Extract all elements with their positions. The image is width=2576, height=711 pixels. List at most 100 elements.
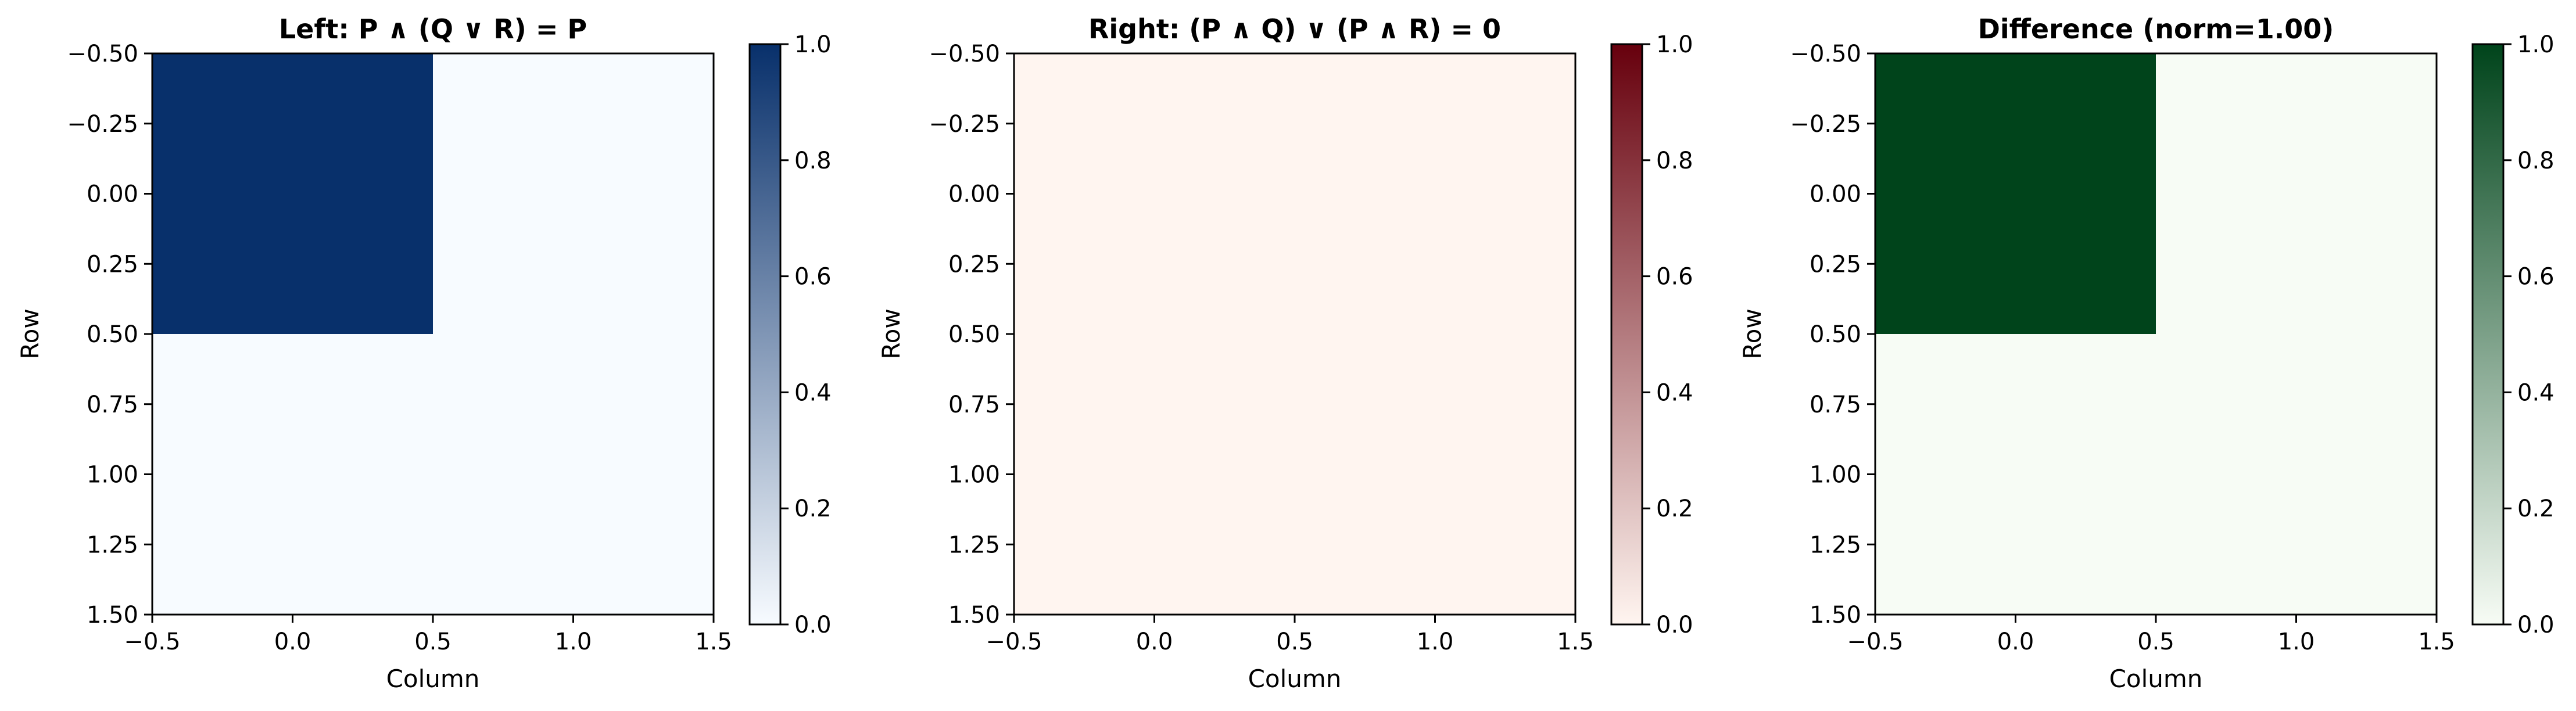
colorbar-tick-label: 1.0 bbox=[2517, 31, 2554, 58]
colorbar-tick-label: 1.0 bbox=[794, 31, 832, 58]
x-tick-label: 0.0 bbox=[1136, 629, 1173, 655]
x-axis-label: Column bbox=[386, 665, 480, 693]
x-tick-label: 1.5 bbox=[695, 629, 732, 655]
x-tick-label: 1.0 bbox=[2278, 629, 2315, 655]
x-axis-ticks: −0.5 0.0 0.5 1.0 1.5 bbox=[124, 615, 732, 655]
heatmap-cell bbox=[152, 53, 433, 334]
y-tick-label: 1.50 bbox=[1810, 602, 1861, 629]
y-tick-label: 1.00 bbox=[948, 462, 1000, 489]
colorbar-tick-label: 0.0 bbox=[794, 612, 832, 638]
colorbar-tick-label: 0.0 bbox=[2517, 612, 2554, 638]
heatmap-cell bbox=[1014, 53, 1295, 334]
colorbar-tick-label: 0.8 bbox=[1656, 148, 1693, 174]
colorbar-tick-label: 0.4 bbox=[794, 379, 832, 406]
panel-difference: −0.5 0.0 0.5 1.0 1.5 −0.50 −0.25 0.00 0.25 0.50 0… bbox=[1738, 13, 2554, 693]
y-tick-label: −0.50 bbox=[1790, 41, 1861, 67]
colorbar-tick-label: 0.4 bbox=[1656, 379, 1693, 406]
colorbar-ticks: 0.0 0.2 0.4 0.6 0.8 1.0 bbox=[780, 31, 832, 638]
y-tick-label: 1.50 bbox=[948, 602, 1000, 629]
y-tick-label: −0.25 bbox=[1790, 111, 1861, 138]
y-tick-label: 0.50 bbox=[948, 321, 1000, 348]
y-axis-ticks: −0.50 −0.25 0.00 0.25 0.50 0.75 1.00 1.25 1.50 bbox=[1790, 41, 1875, 629]
x-tick-label: 1.5 bbox=[1557, 629, 1594, 655]
y-tick-label: 0.75 bbox=[948, 392, 1000, 418]
heatmap-cell bbox=[1875, 334, 2156, 615]
colorbar-tick-label: 0.6 bbox=[1656, 264, 1693, 290]
x-axis-ticks: −0.5 0.0 0.5 1.0 1.5 bbox=[986, 615, 1594, 655]
heatmap-cell bbox=[1295, 53, 1575, 334]
y-tick-label: 1.50 bbox=[87, 602, 138, 629]
y-tick-label: −0.25 bbox=[929, 111, 1000, 138]
y-axis-label: Row bbox=[877, 308, 905, 359]
y-tick-label: 0.00 bbox=[1810, 181, 1861, 208]
x-tick-label: 1.5 bbox=[2418, 629, 2455, 655]
colorbar-ticks: 0.0 0.2 0.4 0.6 0.8 1.0 bbox=[2503, 31, 2554, 638]
y-tick-label: 0.25 bbox=[948, 251, 1000, 278]
x-tick-label: −0.5 bbox=[124, 629, 180, 655]
heatmap-cell bbox=[433, 334, 714, 615]
y-axis-ticks: −0.50 −0.25 0.00 0.25 0.50 0.75 1.00 1.25 1.50 bbox=[67, 41, 152, 629]
colorbar-tick-label: 0.2 bbox=[2517, 495, 2554, 522]
colorbar-tick-label: 0.6 bbox=[794, 264, 832, 290]
x-tick-label: 1.0 bbox=[555, 629, 592, 655]
y-axis-ticks: −0.50 −0.25 0.00 0.25 0.50 0.75 1.00 1.25 1.50 bbox=[929, 41, 1014, 629]
heatmap-cell bbox=[1014, 334, 1295, 615]
colorbar-tick-label: 0.6 bbox=[2517, 264, 2554, 290]
y-tick-label: −0.25 bbox=[67, 111, 138, 138]
colorbar-tick-label: 0.4 bbox=[2517, 379, 2554, 406]
colorbar-ticks: 0.0 0.2 0.4 0.6 0.8 1.0 bbox=[1642, 31, 1693, 638]
colorbar: 0.0 0.2 0.4 0.6 0.8 1.0 bbox=[1610, 31, 1693, 638]
heatmap-cells bbox=[1875, 53, 2437, 615]
y-tick-label: 0.00 bbox=[87, 181, 138, 208]
panel-left: −0.5 0.0 0.5 1.0 1.5 −0.50 −0.25 0.00 0.25 0.50 0… bbox=[16, 13, 832, 693]
colorbar-tick-label: 0.8 bbox=[2517, 148, 2554, 174]
x-tick-label: 0.5 bbox=[2137, 629, 2174, 655]
colorbar-tick-label: 0.8 bbox=[794, 148, 832, 174]
x-tick-label: 0.0 bbox=[1997, 629, 2034, 655]
heatmap-cell bbox=[1875, 53, 2156, 334]
y-axis-label: Row bbox=[16, 308, 44, 359]
heatmap-cells bbox=[152, 53, 714, 615]
y-tick-label: −0.50 bbox=[67, 41, 138, 67]
colorbar-gradient bbox=[748, 43, 782, 626]
y-tick-label: 0.50 bbox=[87, 321, 138, 348]
colorbar-gradient bbox=[2471, 43, 2505, 626]
heatmap-cell bbox=[2156, 334, 2437, 615]
chart-title: Right: (P ∧ Q) ∨ (P ∧ R) = 0 bbox=[1088, 13, 1501, 45]
x-tick-label: 0.5 bbox=[1276, 629, 1313, 655]
x-tick-label: 0.5 bbox=[414, 629, 452, 655]
y-tick-label: 1.25 bbox=[87, 532, 138, 558]
y-tick-label: −0.50 bbox=[929, 41, 1000, 67]
colorbar: 0.0 0.2 0.4 0.6 0.8 1.0 bbox=[2471, 31, 2554, 638]
chart-title: Difference (norm=1.00) bbox=[1978, 13, 2334, 45]
y-tick-label: 1.25 bbox=[948, 532, 1000, 558]
colorbar-gradient bbox=[1610, 43, 1643, 626]
x-axis-ticks: −0.5 0.0 0.5 1.0 1.5 bbox=[1847, 615, 2455, 655]
x-tick-label: 1.0 bbox=[1417, 629, 1454, 655]
x-axis-label: Column bbox=[2109, 665, 2203, 693]
y-tick-label: 1.00 bbox=[87, 462, 138, 489]
colorbar-tick-label: 1.0 bbox=[1656, 31, 1693, 58]
panel-right: −0.5 0.0 0.5 1.0 1.5 −0.50 −0.25 0.00 0.25 0.50 0… bbox=[877, 13, 1693, 693]
heatmap-cells bbox=[1014, 53, 1575, 615]
y-tick-label: 0.50 bbox=[1810, 321, 1861, 348]
x-tick-label: 0.0 bbox=[274, 629, 311, 655]
y-tick-label: 0.75 bbox=[1810, 392, 1861, 418]
y-tick-label: 0.25 bbox=[1810, 251, 1861, 278]
chart-title: Left: P ∧ (Q ∨ R) = P bbox=[279, 13, 587, 45]
x-axis-label: Column bbox=[1248, 665, 1342, 693]
colorbar: 0.0 0.2 0.4 0.6 0.8 1.0 bbox=[748, 31, 832, 638]
x-tick-label: −0.5 bbox=[1847, 629, 1903, 655]
heatmap-cell bbox=[152, 334, 433, 615]
heatmap-cell bbox=[2156, 53, 2437, 334]
x-tick-label: −0.5 bbox=[986, 629, 1042, 655]
y-tick-label: 1.25 bbox=[1810, 532, 1861, 558]
y-tick-label: 1.00 bbox=[1810, 462, 1861, 489]
colorbar-tick-label: 0.2 bbox=[1656, 495, 1693, 522]
colorbar-tick-label: 0.0 bbox=[1656, 612, 1693, 638]
y-axis-label: Row bbox=[1738, 308, 1767, 359]
heatmap-cell bbox=[1295, 334, 1575, 615]
y-tick-label: 0.75 bbox=[87, 392, 138, 418]
y-tick-label: 0.00 bbox=[948, 181, 1000, 208]
